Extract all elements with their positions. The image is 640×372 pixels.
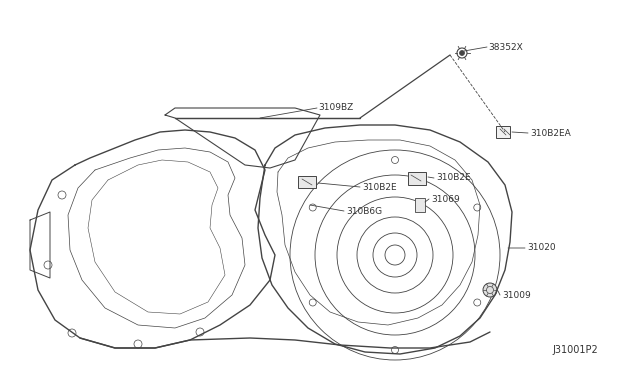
Circle shape (460, 51, 465, 55)
FancyBboxPatch shape (496, 126, 510, 138)
Text: 310B6G: 310B6G (346, 206, 382, 215)
Text: 31009: 31009 (502, 291, 531, 299)
Circle shape (483, 283, 497, 297)
FancyBboxPatch shape (408, 172, 426, 185)
FancyBboxPatch shape (415, 198, 425, 212)
Text: 3109BZ: 3109BZ (318, 103, 353, 112)
Text: 31069: 31069 (431, 195, 460, 203)
Text: 310B2EA: 310B2EA (530, 128, 571, 138)
Text: J31001P2: J31001P2 (552, 345, 598, 355)
Text: 310B2E: 310B2E (436, 173, 470, 183)
Text: 31020: 31020 (527, 244, 556, 253)
FancyBboxPatch shape (298, 176, 316, 188)
Text: 310B2E: 310B2E (362, 183, 397, 192)
Text: 38352X: 38352X (488, 42, 523, 51)
